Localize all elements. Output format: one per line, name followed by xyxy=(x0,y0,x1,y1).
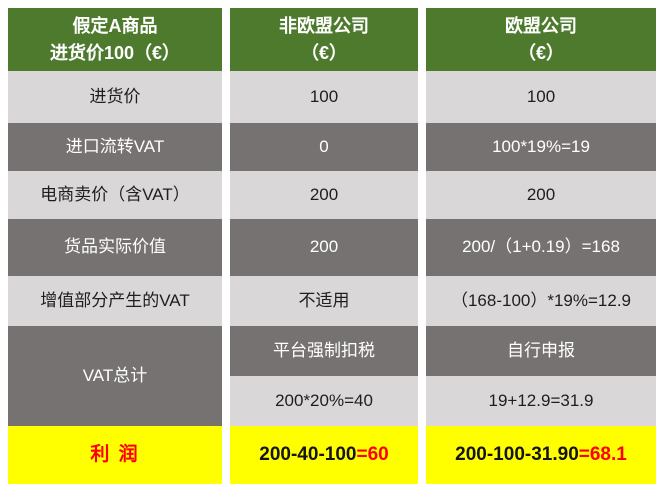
header-cell-non-eu: 非欧盟公司 （€） xyxy=(230,8,418,71)
header-line2: 进货价100（€） xyxy=(49,42,181,63)
cell-vat-total-calc-eu: 19+12.9=31.9 xyxy=(426,376,656,426)
header-line1: 非欧盟公司 xyxy=(279,15,369,36)
row-label-profit: 利 润 xyxy=(8,426,222,484)
cell-vat-total-method-non-eu: 平台强制扣税 xyxy=(230,326,418,376)
cell-goods-value-eu: 200/（1+0.19）=168 xyxy=(426,219,656,276)
cell-import-vat-eu: 100*19%=19 xyxy=(426,123,656,171)
cell-value-added-vat-eu: （168-100）*19%=12.9 xyxy=(426,276,656,326)
profit-expression: 200-40-100 xyxy=(259,443,357,465)
profit-label-text: 利 润 xyxy=(90,443,140,465)
vat-comparison-table: 假定A商品 进货价100（€） 非欧盟公司 （€） 欧盟公司 （€） 进货价 1… xyxy=(8,8,656,484)
row-label-value-added-vat: 增值部分产生的VAT xyxy=(8,276,222,326)
profit-expression: 200-100-31.90 xyxy=(455,443,579,465)
row-label-goods-value: 货品实际价值 xyxy=(8,219,222,276)
cell-goods-value-non-eu: 200 xyxy=(230,219,418,276)
profit-result: =60 xyxy=(356,443,389,465)
cell-import-vat-non-eu: 0 xyxy=(230,123,418,171)
profit-result: =68.1 xyxy=(578,443,627,465)
header-cell-eu: 欧盟公司 （€） xyxy=(426,8,656,71)
cell-sale-price-non-eu: 200 xyxy=(230,171,418,219)
header-line1: 欧盟公司 xyxy=(505,15,577,36)
row-label-sale-price: 电商卖价（含VAT） xyxy=(8,171,222,219)
cell-purchase-price-non-eu: 100 xyxy=(230,71,418,123)
cell-profit-eu: 200-100-31.90 =68.1 xyxy=(426,426,656,484)
cell-vat-total-calc-non-eu: 200*20%=40 xyxy=(230,376,418,426)
cell-sale-price-eu: 200 xyxy=(426,171,656,219)
row-label-import-vat: 进口流转VAT xyxy=(8,123,222,171)
cell-value-added-vat-non-eu: 不适用 xyxy=(230,276,418,326)
cell-purchase-price-eu: 100 xyxy=(426,71,656,123)
header-line2: （€） xyxy=(300,42,347,63)
header-cell-assumption: 假定A商品 进货价100（€） xyxy=(8,8,222,71)
cell-vat-total-method-eu: 自行申报 xyxy=(426,326,656,376)
cell-profit-non-eu: 200-40-100 =60 xyxy=(230,426,418,484)
row-label-vat-total: VAT总计 xyxy=(8,326,222,426)
header-line2: （€） xyxy=(517,42,564,63)
header-line1: 假定A商品 xyxy=(72,15,158,36)
row-label-purchase-price: 进货价 xyxy=(8,71,222,123)
